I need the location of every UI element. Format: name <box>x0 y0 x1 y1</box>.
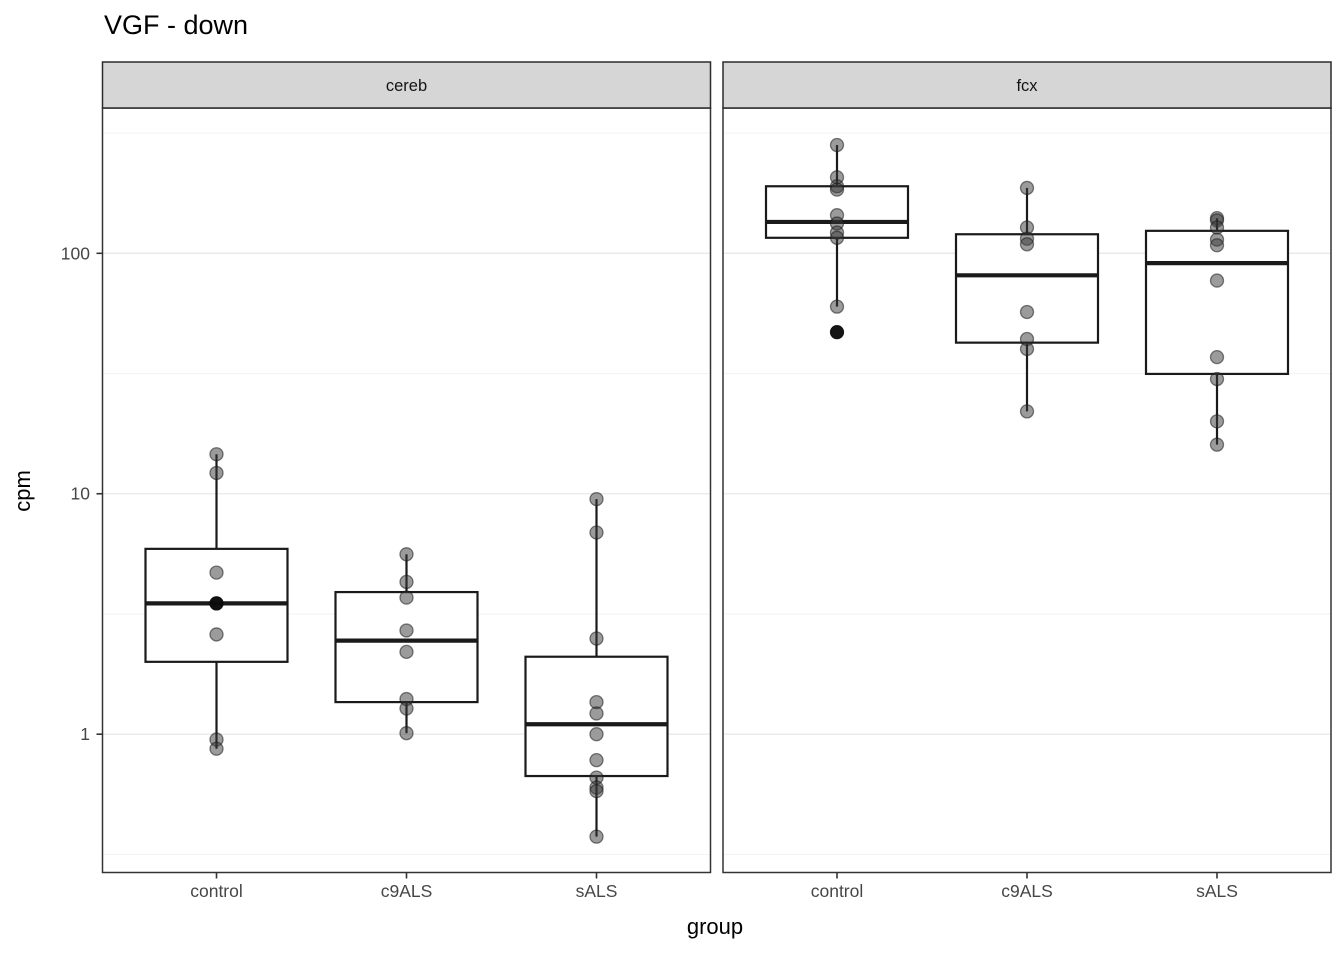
x-tick-label: control <box>190 881 243 901</box>
jitter-point <box>209 465 224 481</box>
jitter-point <box>399 644 414 660</box>
jitter-point <box>1019 304 1035 320</box>
jitter-point <box>589 727 604 742</box>
jitter-point <box>399 726 414 741</box>
facet-strip-label: fcx <box>1016 77 1038 95</box>
jitter-point <box>829 137 845 153</box>
jitter-point <box>829 182 845 197</box>
x-tick-label: sALS <box>1196 881 1238 901</box>
facet-strip <box>101 61 712 109</box>
solid-point <box>830 325 844 340</box>
jitter-point <box>829 230 845 245</box>
jitter-point <box>1209 349 1225 365</box>
jitter-point <box>209 741 224 756</box>
x-tick-label: sALS <box>576 881 618 901</box>
jitter-point <box>399 574 414 590</box>
box-rect <box>954 233 1100 344</box>
jitter-point <box>589 631 604 646</box>
x-tick-label: c9ALS <box>1001 881 1053 901</box>
solid-point <box>209 596 224 611</box>
y-tick-label: 10 <box>71 484 91 504</box>
jitter-point <box>1209 437 1225 452</box>
y-tick-label: 1 <box>80 724 90 744</box>
jitter-point <box>399 701 414 716</box>
facet-strip <box>722 61 1332 109</box>
jitter-point <box>209 447 224 462</box>
jitter-point <box>399 547 414 562</box>
jitter-point <box>1209 371 1225 387</box>
jitter-point <box>829 299 845 314</box>
jitter-point <box>1209 414 1225 429</box>
jitter-point <box>589 753 604 768</box>
jitter-point <box>1019 237 1035 252</box>
jitter-point <box>589 706 604 721</box>
y-tick-label: 100 <box>61 243 90 263</box>
jitter-point <box>399 590 414 605</box>
jitter-point <box>589 829 604 844</box>
x-tick-label: control <box>811 881 864 901</box>
jitter-point <box>1019 404 1035 419</box>
jitter-point <box>209 565 224 580</box>
jitter-point <box>589 783 604 799</box>
jitter-point <box>1209 273 1225 288</box>
x-axis-title: group <box>686 914 744 939</box>
jitter-point <box>209 627 224 642</box>
x-tick-label: c9ALS <box>381 881 433 901</box>
jitter-point <box>589 525 604 540</box>
chart-title: VGF - down <box>104 10 249 40</box>
jitter-point <box>1209 220 1225 235</box>
jitter-point <box>1019 180 1035 196</box>
jitter-point <box>1209 238 1225 253</box>
jitter-point <box>589 491 604 507</box>
jitter-point <box>399 623 414 638</box>
jitter-point <box>1019 341 1035 357</box>
facet-strip-label: cereb <box>386 77 427 95</box>
